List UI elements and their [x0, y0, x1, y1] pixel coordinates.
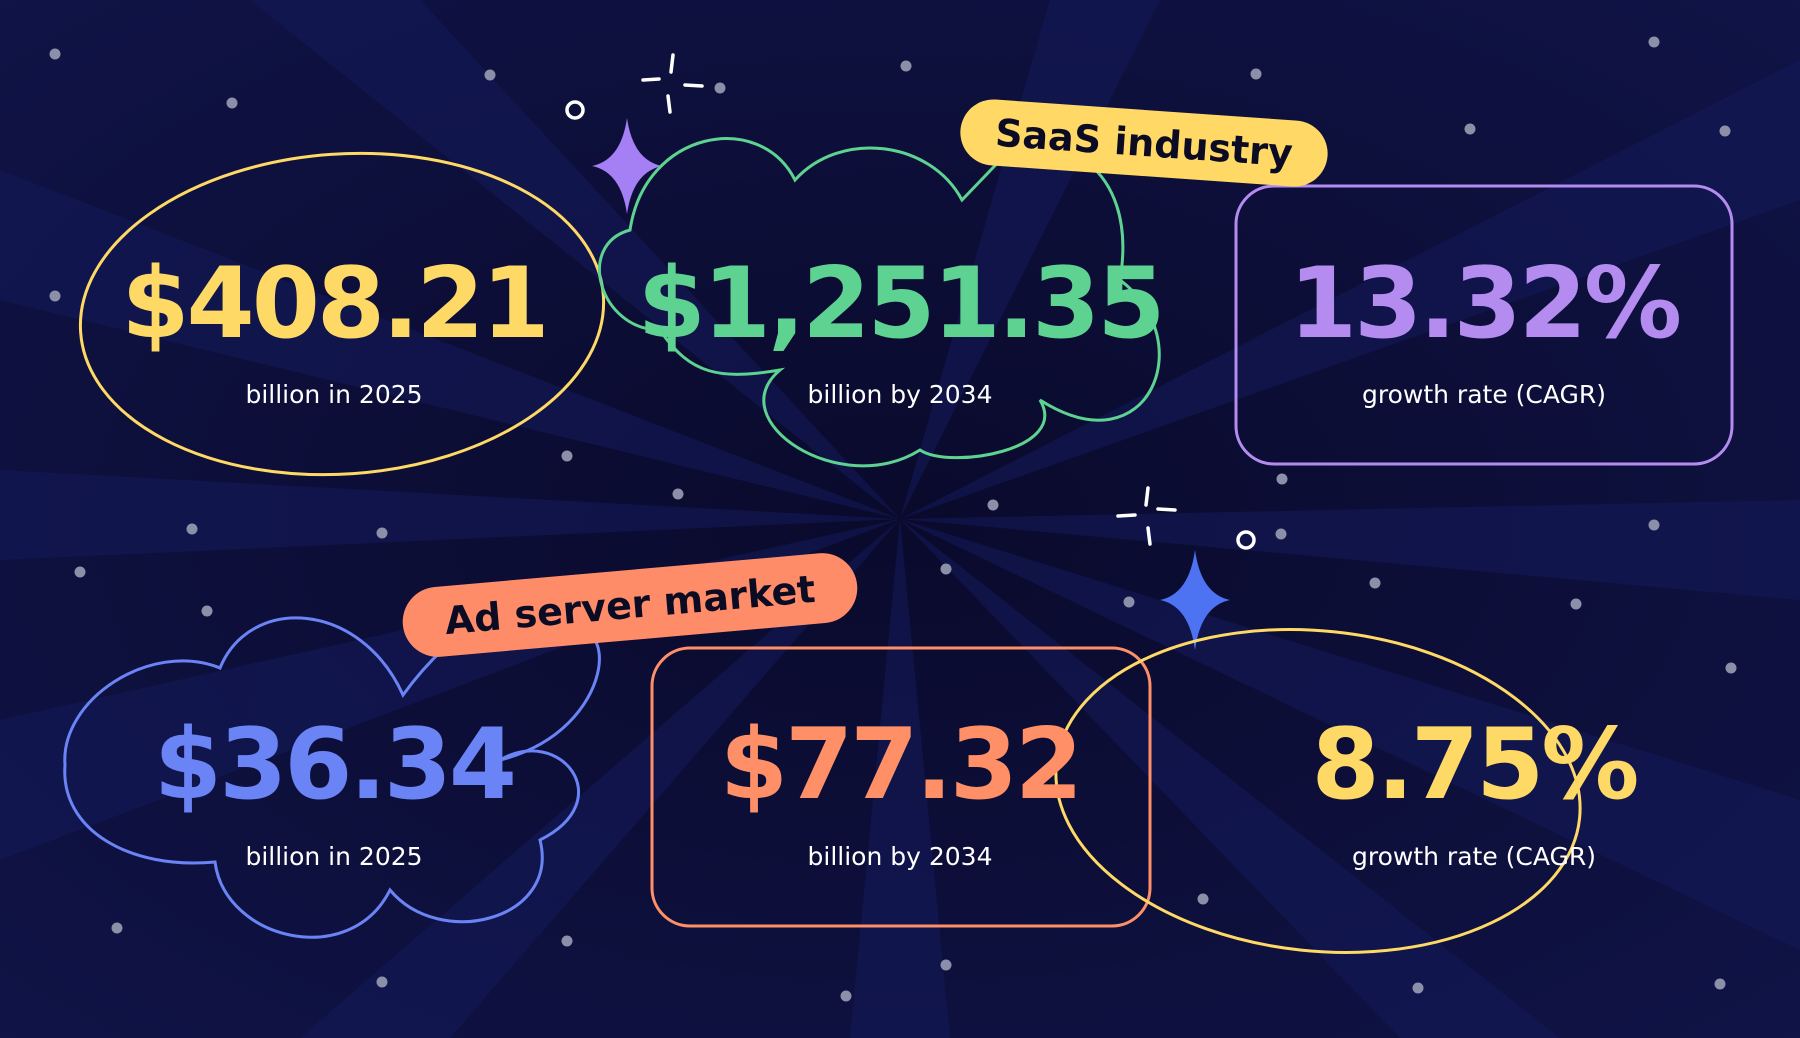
sparkle-burst-icon — [1116, 486, 1177, 546]
ad-size-2025-value: $36.34 — [153, 708, 517, 822]
ad-cagr-value: 8.75% — [1311, 708, 1640, 822]
sparkle-star-icon — [592, 118, 662, 214]
ring-icon — [1236, 530, 1256, 550]
saas-2025-ellipse — [78, 151, 606, 477]
saas-label-pill-bg — [960, 99, 1328, 187]
ring-icon — [565, 100, 585, 120]
saas-size-2025-caption: billion in 2025 — [245, 380, 423, 409]
saas-cagr-value: 13.32% — [1288, 247, 1682, 361]
saas-2034-cloud — [598, 137, 1161, 468]
ad-cagr-caption: growth rate (CAGR) — [1351, 842, 1597, 871]
ad-label-pill-bg — [402, 553, 858, 657]
saas-size-2034-caption: billion by 2034 — [807, 380, 993, 409]
saas-cagr-caption: growth rate (CAGR) — [1361, 380, 1607, 409]
ad-size-2034-value: $77.32 — [719, 708, 1083, 822]
ad-cagr-ellipse — [1054, 628, 1582, 954]
sparkle-star-icon — [1160, 550, 1230, 650]
saas-cagr-box — [1234, 184, 1734, 466]
saas-size-2025-value: $408.21 — [121, 247, 549, 361]
ad-2034-box — [650, 646, 1152, 928]
sparkle-burst-icon — [641, 53, 704, 114]
star-dots — [49, 36, 1737, 1002]
saas-size-2034-value: $1,251.35 — [637, 247, 1166, 361]
ad-size-2025-caption: billion in 2025 — [245, 842, 423, 871]
ad-size-2034-caption: billion by 2034 — [807, 842, 993, 871]
